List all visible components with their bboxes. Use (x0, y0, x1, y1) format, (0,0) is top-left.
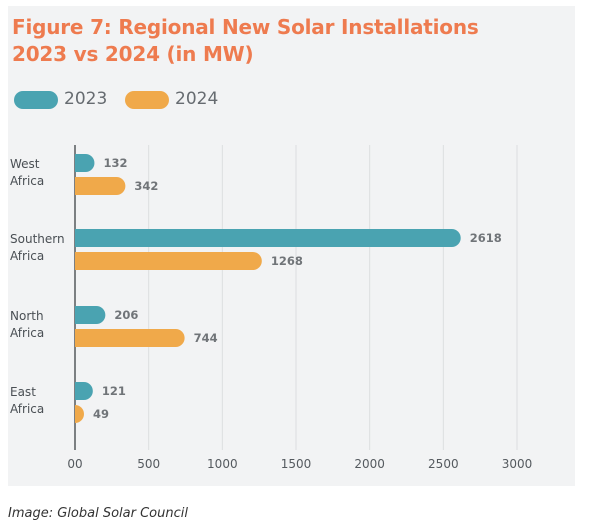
x-tick-label-2500: 2500 (428, 457, 459, 471)
bar-north-africa-2023 (75, 306, 106, 324)
x-tick-label-1000: 1000 (207, 457, 238, 471)
x-tick-label-500: 500 (137, 457, 160, 471)
bar-southern-africa-2024 (75, 252, 262, 270)
data-label-east-africa-2024: 49 (93, 407, 109, 421)
data-label-southern-africa-2024: 1268 (271, 254, 303, 268)
legend-label-2023: 2023 (64, 89, 108, 109)
x-tick-label-0: 00 (67, 457, 82, 471)
category-label-east-africa-line-1: East (10, 385, 36, 399)
category-label-west-africa-line-2: Africa (10, 174, 44, 188)
legend-swatch-2024 (125, 91, 169, 109)
bar-southern-africa-2023 (75, 229, 461, 247)
category-label-west-africa-line-1: West (10, 157, 40, 171)
bar-west-africa-2023 (75, 154, 95, 172)
bar-east-africa-2023 (75, 382, 93, 400)
x-tick-label-1500: 1500 (281, 457, 312, 471)
bar-east-africa-2024 (75, 405, 84, 423)
chart-title-line-2: 2023 vs 2024 (in MW) (12, 42, 254, 66)
category-label-north-africa-line-1: North (10, 309, 44, 323)
chart-title-line-1: Figure 7: Regional New Solar Installatio… (12, 15, 479, 39)
category-label-southern-africa-line-1: Southern (10, 232, 65, 246)
data-label-southern-africa-2023: 2618 (470, 231, 502, 245)
legend-label-2024: 2024 (175, 89, 219, 109)
bar-north-africa-2024 (75, 329, 185, 347)
x-tick-label-3000: 3000 (502, 457, 533, 471)
legend-swatch-2023 (14, 91, 58, 109)
bar-west-africa-2024 (75, 177, 126, 195)
chart-title: Figure 7: Regional New Solar Installatio… (12, 14, 479, 68)
data-label-west-africa-2024: 342 (134, 179, 158, 193)
data-label-north-africa-2023: 206 (114, 308, 138, 322)
image-credit: Image: Global Solar Council (8, 506, 188, 521)
category-label-north-africa-line-2: Africa (10, 326, 44, 340)
data-label-east-africa-2023: 121 (102, 384, 126, 398)
data-label-north-africa-2024: 744 (194, 331, 218, 345)
category-label-southern-africa-line-2: Africa (10, 249, 44, 263)
category-label-east-africa-line-2: Africa (10, 402, 44, 416)
x-tick-label-2000: 2000 (354, 457, 385, 471)
data-label-west-africa-2023: 132 (103, 156, 127, 170)
